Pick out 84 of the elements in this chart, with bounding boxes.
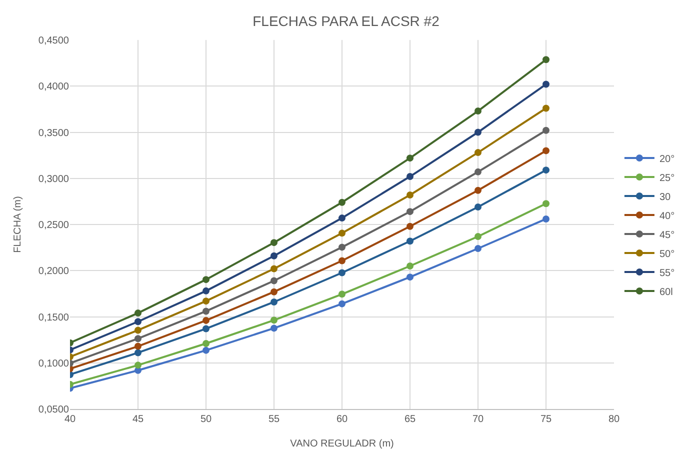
point [406,274,414,281]
point [542,80,550,88]
point [338,214,346,222]
y-tick-label: 0,1500 [38,312,70,324]
point [406,154,414,162]
y-tick-label: 0,3500 [38,128,70,139]
x-axis-title: VANO REGULADR (m) [290,438,394,450]
point [338,290,346,298]
point [270,324,278,332]
point [134,326,142,334]
x-tick-label: 45 [132,414,144,425]
point [202,316,210,324]
y-tick-label: 0,0500 [38,404,70,416]
point [474,128,482,136]
point [202,308,210,315]
point [406,262,414,270]
point [338,198,346,206]
y-tick-label: 0,2000 [38,266,70,278]
point [542,126,550,134]
point [202,298,210,305]
point [474,244,482,252]
point [202,276,210,284]
legend-label: 40° [659,210,675,222]
legend-label: 25° [659,172,675,184]
x-tick-label: 70 [472,414,484,425]
point [270,265,278,272]
x-tick-label: 50 [200,414,212,425]
point [542,166,550,174]
point [406,222,414,230]
point [474,203,482,210]
x-tick-label: 80 [608,414,620,425]
point [270,288,278,296]
point [338,244,346,251]
point [134,362,142,369]
legend-label: 60l [659,286,673,298]
point [134,318,142,326]
legend-label: 55° [659,268,675,279]
y-axis-title: FLECHA (m) [12,196,24,253]
point [542,56,550,64]
y-tick-label: 0,4500 [38,36,70,46]
point [338,269,346,276]
point [406,173,414,180]
x-tick-label: 75 [540,414,552,425]
point [338,257,346,264]
point [474,168,482,176]
point [270,239,278,246]
y-tick-label: 0,2500 [38,220,70,231]
point [202,287,210,294]
point [134,342,142,350]
chart-title: FLECHAS PARA EL ACSR #2 [252,12,440,29]
legend-label: 50° [659,248,675,260]
point [202,325,210,332]
point [542,104,550,112]
point [542,200,550,208]
x-tick-label: 55 [268,414,280,425]
point [270,277,278,284]
point [270,298,278,306]
legend-label: 45° [659,230,675,241]
point [338,230,346,237]
point [542,147,550,154]
y-tick-label: 0,3000 [38,174,70,185]
point [134,310,142,317]
point [202,346,210,354]
point [338,300,346,308]
x-tick-label: 40 [64,414,76,425]
point [270,316,278,324]
point [202,340,210,347]
legend-label: 30 [659,192,671,203]
point [474,232,482,240]
point [270,252,278,260]
point [406,191,414,198]
y-tick-label: 0,1000 [38,358,70,370]
point [134,349,142,356]
point [406,208,414,216]
x-tick-label: 65 [404,414,416,425]
legend-label: 20° [659,154,675,165]
point [474,186,482,194]
x-tick-label: 60 [336,414,348,425]
point [134,335,142,342]
y-tick-label: 0,4000 [38,82,70,93]
point [406,238,414,245]
point [542,215,550,222]
point [474,149,482,156]
point [474,108,482,115]
